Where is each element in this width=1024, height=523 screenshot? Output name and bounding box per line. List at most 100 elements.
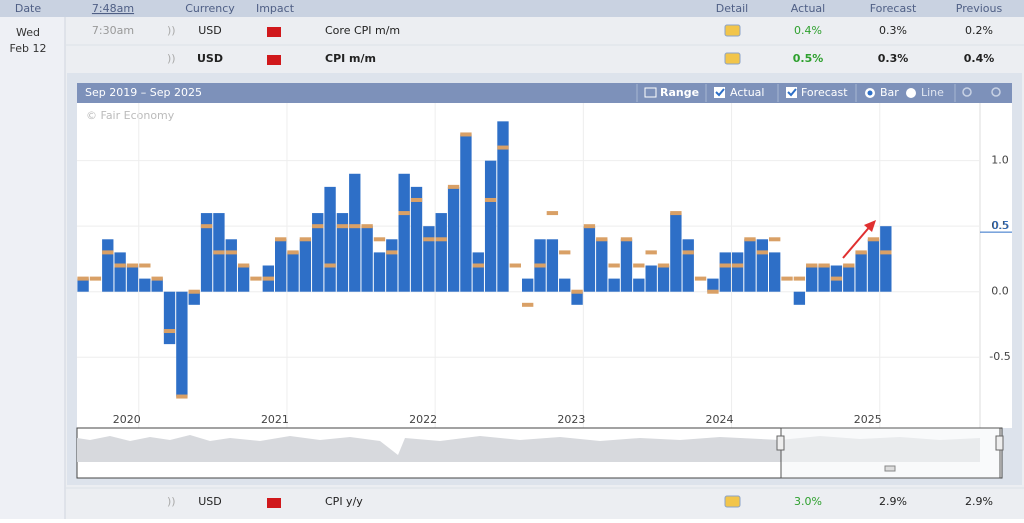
line-option[interactable]: Line — [921, 86, 944, 99]
bar — [756, 239, 768, 292]
bar — [139, 278, 151, 292]
bar — [608, 278, 620, 292]
forecast-marker — [694, 276, 707, 281]
radio[interactable] — [906, 88, 916, 98]
bar — [225, 239, 237, 292]
detail-icon[interactable] — [724, 24, 741, 37]
x-tick-label: 2020 — [113, 413, 141, 426]
currency: USD — [198, 24, 222, 37]
forecast-marker — [756, 250, 768, 255]
forecast-marker — [472, 263, 484, 268]
scroll-grip[interactable] — [884, 465, 896, 472]
forecast-marker — [287, 250, 299, 255]
row[interactable]: )) USD CPI y/y 3.0% 2.9% 2.9% — [167, 495, 993, 508]
bar — [583, 226, 596, 292]
bar — [472, 252, 484, 292]
bar — [237, 265, 250, 292]
checkbox[interactable] — [714, 87, 725, 98]
detail-icon[interactable] — [724, 495, 741, 508]
bar — [349, 173, 361, 292]
bar — [620, 239, 633, 292]
zoom-in[interactable] — [962, 87, 972, 97]
x-tick-label: 2024 — [706, 413, 734, 426]
navigator-area — [77, 435, 980, 462]
bar — [867, 239, 880, 292]
col-time[interactable]: 7:48am — [92, 2, 134, 15]
y-tick-label: 0.0 — [991, 285, 1009, 298]
forecast-marker — [645, 250, 657, 255]
bar — [102, 239, 114, 292]
detail-icon[interactable] — [724, 52, 741, 65]
col-detail: Detail — [716, 2, 748, 15]
forecast-marker — [670, 211, 682, 216]
navigator-handle[interactable] — [995, 435, 1004, 451]
range-button[interactable]: Range — [660, 86, 699, 99]
row[interactable]: )) USD CPI m/m 0.5% 0.3% 0.4% — [167, 52, 994, 65]
forecast-marker — [719, 263, 731, 268]
time: 7:30am — [92, 24, 134, 37]
forecast-marker — [571, 289, 583, 294]
bar — [645, 265, 657, 292]
bar — [188, 291, 200, 305]
x-tick-label: 2025 — [854, 413, 882, 426]
latest-label: 0.5 — [992, 219, 1010, 232]
bar — [769, 252, 781, 292]
bar — [410, 186, 423, 292]
forecast-marker — [213, 250, 225, 255]
bar — [126, 265, 139, 292]
forecast-marker — [336, 224, 349, 229]
forecast-marker — [534, 263, 546, 268]
bar — [855, 252, 867, 292]
bar — [559, 278, 571, 292]
previous: 0.4% — [964, 52, 995, 65]
bar — [707, 278, 719, 292]
forecast-marker — [657, 263, 670, 268]
col-forecast: Forecast — [870, 2, 917, 15]
forecast-marker — [435, 237, 447, 242]
bar — [373, 252, 386, 292]
speaker-icon: )) — [167, 495, 176, 508]
forecast-marker — [151, 276, 163, 281]
forecast-marker — [769, 237, 781, 242]
checkbox[interactable] — [786, 87, 797, 98]
forecast-marker — [299, 237, 312, 242]
navigator-handle[interactable] — [776, 435, 785, 451]
bar — [151, 278, 163, 292]
impact-icon — [267, 55, 281, 65]
y-tick-label: 0.5 — [991, 219, 1009, 232]
col-currency: Currency — [185, 2, 235, 15]
forecast: 0.3% — [878, 52, 909, 65]
forecast-marker — [447, 184, 460, 189]
forecast-marker — [744, 237, 756, 242]
forecast-marker — [373, 237, 386, 242]
forecast: 2.9% — [879, 495, 907, 508]
actual-toggle[interactable]: Actual — [730, 86, 764, 99]
calendar-icon — [644, 87, 657, 98]
forecast-marker — [633, 263, 645, 268]
forecast-marker — [312, 224, 324, 229]
forecast-toggle[interactable]: Forecast — [801, 86, 848, 99]
bar-option[interactable]: Bar — [880, 86, 899, 99]
bar — [484, 160, 497, 292]
forecast-marker — [880, 250, 892, 255]
forecast-marker — [102, 250, 114, 255]
forecast-marker — [200, 224, 213, 229]
date: Feb 12 — [10, 42, 47, 55]
range-label: Sep 2019 – Sep 2025 — [85, 86, 202, 99]
bar — [497, 121, 509, 292]
bar — [200, 213, 213, 292]
previous: 0.2% — [965, 24, 993, 37]
bar — [163, 291, 176, 345]
x-tick-label: 2022 — [409, 413, 437, 426]
bar — [670, 213, 682, 292]
zoom-out[interactable] — [991, 87, 1001, 97]
forecast-marker — [707, 289, 719, 294]
forecast-marker — [484, 197, 497, 202]
forecast-marker — [793, 276, 806, 281]
bar — [447, 186, 460, 292]
forecast-marker — [324, 263, 336, 268]
bar — [744, 239, 756, 292]
row[interactable]: 7:30am )) USD Core CPI m/m 0.4% 0.3% 0.2… — [92, 24, 993, 37]
forecast-marker — [460, 132, 472, 137]
